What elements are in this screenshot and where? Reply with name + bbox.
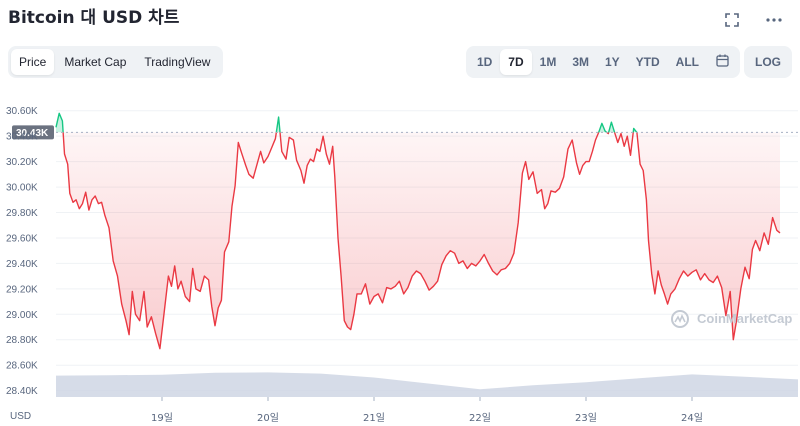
y-tick-label: 30.40K <box>6 132 38 143</box>
log-group: LOG <box>744 46 792 78</box>
y-tick-label: 29.80K <box>6 208 38 219</box>
page-title: Bitcoin 대 USD 차트 <box>8 8 180 28</box>
range-group: 1D 7D 1M 3M 1Y YTD ALL <box>465 46 740 78</box>
log-scale-toggle[interactable]: LOG <box>755 55 781 69</box>
range-all[interactable]: ALL <box>675 55 699 69</box>
tab-tradingview[interactable]: TradingView <box>144 55 211 69</box>
volume-area <box>56 372 798 397</box>
price-area-below <box>56 132 780 349</box>
y-tick-label: 30.60K <box>6 106 38 117</box>
y-axis: 30.60K 30.40K 30.20K 30.00K 29.80K 29.60K 29.4… <box>6 106 38 422</box>
currency-label: USD <box>10 411 31 422</box>
reference-price-label: 30.43K <box>16 128 49 139</box>
y-tick-label: 29.60K <box>6 233 38 244</box>
volume-series <box>56 372 798 397</box>
tab-price[interactable]: Price <box>11 49 55 75</box>
coinmarketcap-logo <box>671 310 689 328</box>
range-1y[interactable]: 1Y <box>604 55 620 69</box>
range-7d[interactable]: 7D <box>500 49 532 75</box>
logo-ring <box>671 310 689 328</box>
y-tick-label: 30.20K <box>6 157 38 168</box>
y-tick-label: 29.40K <box>6 259 38 270</box>
range-1d[interactable]: 1D <box>476 55 493 69</box>
x-axis: 19일 20일 21일 22일 23일 24일 <box>151 397 703 424</box>
calendar-button[interactable] <box>707 49 737 75</box>
watermark: CoinMarketCap <box>671 310 792 328</box>
x-tick-label: 19일 <box>151 412 173 424</box>
tab-market-cap[interactable]: Market Cap <box>64 55 127 69</box>
price-series-line-down <box>62 132 781 350</box>
chart-type-tabs: Price Market Cap TradingView <box>8 46 224 78</box>
x-tick-label: 23일 <box>575 412 597 424</box>
time-range-selector: 1D 7D 1M 3M 1Y YTD ALL LOG <box>465 46 792 78</box>
range-1m[interactable]: 1M <box>539 55 557 69</box>
range-3m[interactable]: 3M <box>572 55 589 69</box>
x-tick-label: 21일 <box>363 412 385 424</box>
reference-price-badge <box>12 125 54 140</box>
y-tick-label: 29.00K <box>6 310 38 321</box>
y-tick-label: 29.20K <box>6 284 38 295</box>
x-tick-label: 22일 <box>469 412 491 424</box>
y-tick-label: 28.80K <box>6 335 38 346</box>
x-tick-label: 24일 <box>681 412 703 424</box>
range-ytd[interactable]: YTD <box>635 55 660 69</box>
x-tick-label: 20일 <box>257 412 279 424</box>
y-tick-label: 28.60K <box>6 361 38 372</box>
calendar-icon <box>715 54 729 70</box>
price-chart[interactable]: 30.43K 30.60K 30.40K 30.20K 30.00K 29.80K 29.… <box>0 90 800 426</box>
fullscreen-icon[interactable] <box>722 10 742 30</box>
more-dots-icon[interactable] <box>764 10 784 30</box>
top-icons <box>722 10 784 30</box>
reference-line: 30.43K <box>12 125 798 140</box>
logo-mark <box>674 314 686 323</box>
y-tick-label: 28.40K <box>6 386 38 397</box>
y-tick-label: 30.00K <box>6 183 38 194</box>
watermark-text: CoinMarketCap <box>697 311 792 326</box>
